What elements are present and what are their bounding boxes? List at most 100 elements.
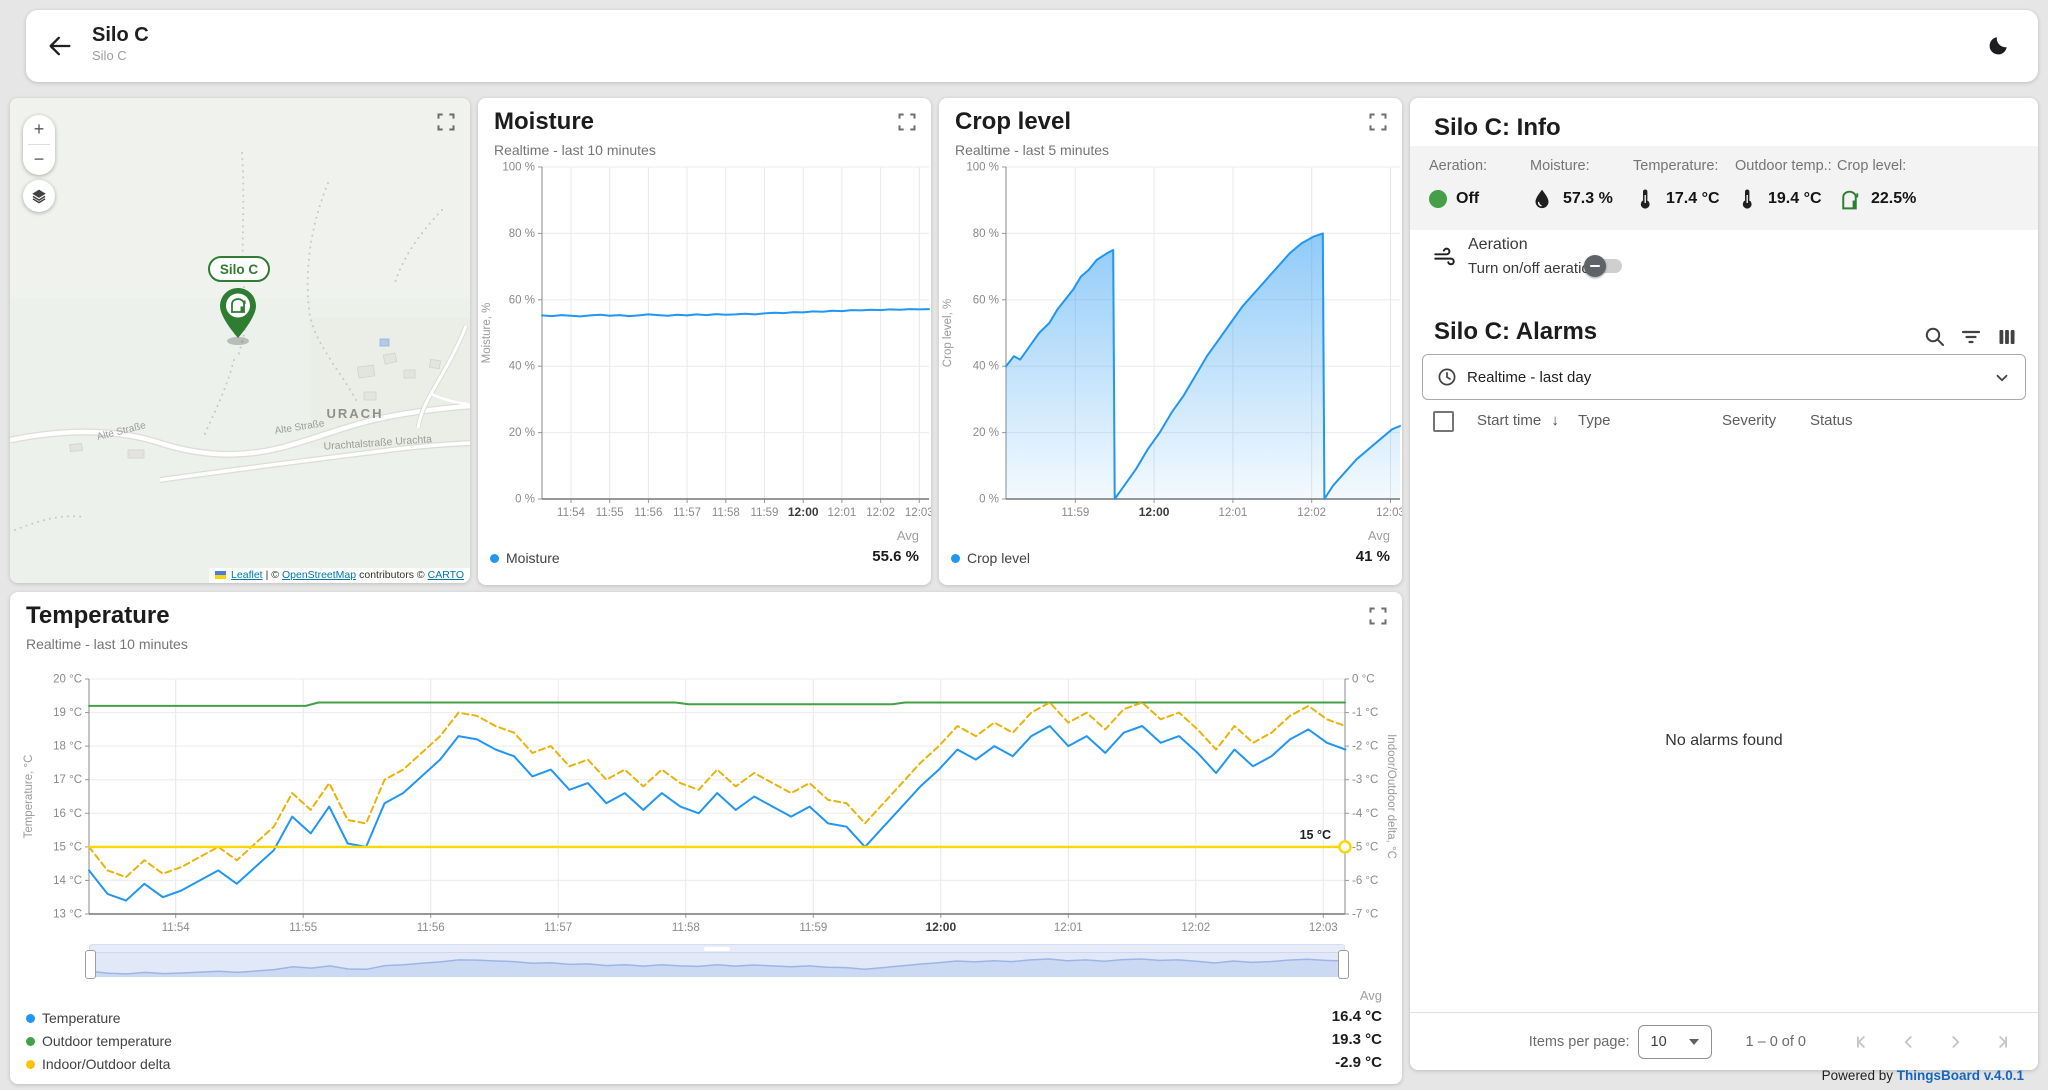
- svg-text:12:01: 12:01: [1219, 507, 1248, 519]
- svg-text:11:57: 11:57: [544, 922, 572, 934]
- silo-icon: [231, 298, 246, 313]
- prev-page-button[interactable]: [1898, 1031, 1920, 1053]
- silo-marker[interactable]: [220, 288, 256, 345]
- column-severity[interactable]: Severity: [1722, 412, 1777, 429]
- svg-text:20 %: 20 %: [973, 427, 999, 439]
- map-canvas[interactable]: URACH Alte Straße Alte Straße Urachtalst…: [10, 98, 470, 583]
- dark-mode-toggle[interactable]: [1986, 34, 2010, 58]
- svg-text:12:01: 12:01: [1054, 922, 1083, 934]
- widget-subtitle: Realtime - last 10 minutes: [494, 142, 656, 158]
- svg-text:11:59: 11:59: [751, 507, 779, 519]
- column-start-time[interactable]: Start time ↓: [1477, 412, 1559, 429]
- svg-text:Indoor/Outdoor delta, °C: Indoor/Outdoor delta, °C: [1385, 734, 1397, 859]
- legend-label: Temperature: [42, 1010, 121, 1026]
- map-trail: [14, 515, 85, 531]
- brush-handle-left[interactable]: [85, 950, 96, 979]
- svg-text:14 °C: 14 °C: [53, 875, 82, 887]
- info-title: Silo C: Info: [1434, 114, 1561, 141]
- thermometer-icon: [1742, 189, 1752, 209]
- fullscreen-button[interactable]: [897, 112, 917, 132]
- thingsboard-link[interactable]: ThingsBoard v.4.0.1: [1896, 1068, 2024, 1083]
- brush-track[interactable]: [89, 952, 1345, 977]
- svg-text:100 %: 100 %: [966, 162, 999, 174]
- map-widget[interactable]: URACH Alte Straße Alte Straße Urachtalst…: [10, 98, 470, 583]
- fullscreen-button[interactable]: [1368, 606, 1388, 626]
- info-item-outdoor-temp: Outdoor temp.: 19.4 °C: [1735, 158, 1832, 213]
- chevron-left-icon: [1904, 1035, 1912, 1048]
- crop-level-widget: Crop level Realtime - last 5 minutes 11:…: [939, 98, 1402, 585]
- legend-item[interactable]: Temperature: [26, 1010, 121, 1026]
- svg-text:11:58: 11:58: [712, 507, 740, 519]
- pagination-range: 1 – 0 of 0: [1745, 1033, 1806, 1050]
- map-layers-button[interactable]: [23, 180, 55, 212]
- info-value: 17.4 °C: [1666, 190, 1720, 207]
- svg-text:11:59: 11:59: [799, 922, 827, 934]
- leaflet-link[interactable]: Leaflet: [231, 569, 263, 581]
- timewindow-select[interactable]: Realtime - last day: [1422, 354, 2026, 400]
- zoom-in-button[interactable]: +: [33, 119, 45, 139]
- legend-avg-value: -2.9 °C: [1335, 1054, 1382, 1071]
- info-label: Temperature:: [1633, 158, 1719, 174]
- map-attribution: Leaflet | © OpenStreetMap contributors ©…: [209, 568, 470, 583]
- back-button[interactable]: [46, 32, 74, 60]
- aeration-toggle[interactable]: [1584, 255, 1624, 277]
- zoom-out-button[interactable]: −: [33, 149, 45, 169]
- widget-title: Temperature: [26, 602, 170, 629]
- svg-text:-3 °C: -3 °C: [1352, 774, 1378, 786]
- brush-top-strip[interactable]: [89, 944, 1345, 953]
- arrow-back-icon: [49, 36, 71, 56]
- map-fullscreen-button[interactable]: [436, 112, 456, 132]
- temperature-widget: Temperature Realtime - last 10 minutes 1…: [10, 592, 1402, 1084]
- series-dot: [490, 553, 499, 563]
- svg-text:11:56: 11:56: [634, 507, 662, 519]
- info-item-moisture: Moisture: 57.3 %: [1530, 158, 1613, 213]
- search-button[interactable]: [1924, 326, 1946, 348]
- svg-text:11:55: 11:55: [596, 507, 624, 519]
- clock-icon: [1438, 368, 1456, 386]
- legend-item[interactable]: Outdoor temperature: [26, 1033, 172, 1049]
- svg-text:60 %: 60 %: [509, 294, 535, 306]
- legend-item[interactable]: Crop level: [951, 550, 1030, 566]
- pagination-bar: Items per page: 10 1 – 0 of 0: [1410, 1012, 2038, 1070]
- time-brush[interactable]: [85, 944, 1349, 979]
- filter-icon: [1961, 330, 1981, 344]
- legend-item[interactable]: Moisture: [490, 550, 560, 566]
- page-size-select[interactable]: 10: [1637, 1024, 1712, 1059]
- crop-level-chart: 11:59 12:00 12:01 12:02 12:03 0 % 20 % 40 % 60 %…: [942, 162, 1402, 520]
- silo-marker-label[interactable]: Silo C: [208, 256, 270, 282]
- select-arrow-icon: [1688, 1038, 1699, 1045]
- info-alarms-panel: Silo C: Info Aeration: Off Moisture: 57.…: [1410, 98, 2038, 1070]
- series-dot: [26, 1013, 35, 1023]
- svg-text:13 °C: 13 °C: [53, 909, 82, 921]
- brush-handle-right[interactable]: [1338, 950, 1349, 979]
- svg-text:12:02: 12:02: [1181, 922, 1210, 934]
- filter-button[interactable]: [1960, 326, 1982, 348]
- map-trail: [203, 359, 235, 437]
- svg-text:12:00: 12:00: [925, 920, 956, 934]
- osm-link[interactable]: OpenStreetMap: [281, 569, 357, 581]
- svg-text:12:01: 12:01: [828, 507, 857, 519]
- columns-button[interactable]: [1996, 326, 2018, 348]
- widget-subtitle: Realtime - last 5 minutes: [955, 142, 1110, 158]
- carto-link[interactable]: CARTO: [427, 569, 464, 581]
- legend-item[interactable]: Indoor/Outdoor delta: [26, 1056, 170, 1072]
- next-page-button[interactable]: [1944, 1031, 1966, 1053]
- widget-subtitle: Realtime - last 10 minutes: [26, 636, 188, 652]
- svg-text:20 %: 20 %: [509, 427, 535, 439]
- svg-text:-7 °C: -7 °C: [1352, 909, 1378, 921]
- column-status[interactable]: Status: [1810, 412, 1853, 429]
- first-page-button[interactable]: [1852, 1031, 1874, 1053]
- last-page-button[interactable]: [1990, 1031, 2012, 1053]
- svg-text:16 °C: 16 °C: [53, 808, 82, 820]
- widget-title: Crop level: [955, 108, 1072, 135]
- info-label: Moisture:: [1530, 158, 1590, 174]
- fullscreen-icon: [437, 113, 455, 131]
- wind-icon: [1432, 244, 1458, 275]
- fullscreen-button[interactable]: [1368, 112, 1388, 132]
- brush-notch[interactable]: [704, 947, 730, 951]
- page-title: Silo C: [92, 24, 149, 46]
- column-type[interactable]: Type: [1578, 412, 1611, 429]
- legend-label: Crop level: [967, 550, 1031, 566]
- series-dot: [26, 1036, 35, 1046]
- select-all-checkbox[interactable]: [1433, 411, 1454, 432]
